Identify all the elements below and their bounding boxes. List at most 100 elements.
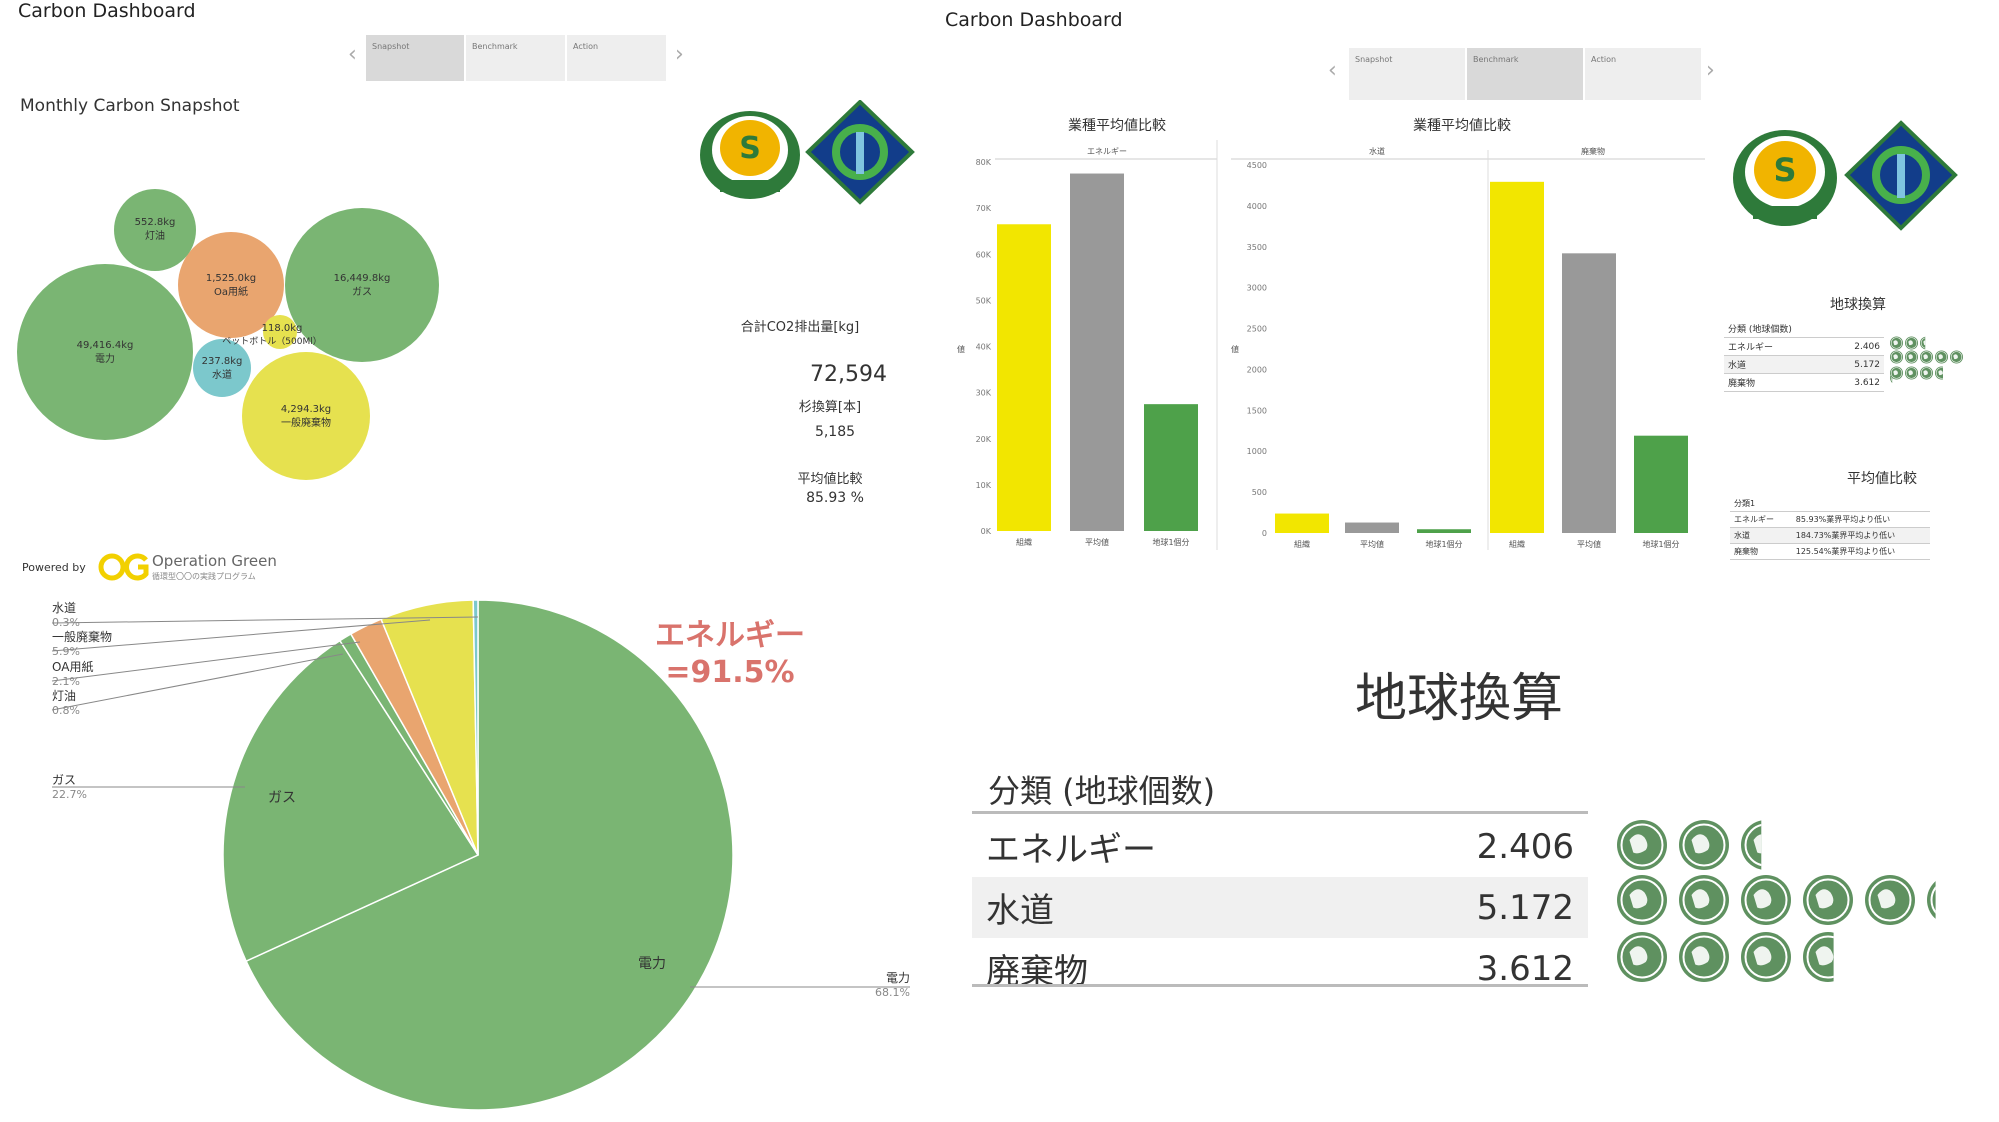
pie-slice xyxy=(472,599,479,856)
kpi-avg-value: 85.93 % xyxy=(806,490,864,506)
laurel-seal-icon: S xyxy=(1733,130,1837,226)
right-next-arrow-icon[interactable]: › xyxy=(1706,58,1715,83)
bubble-electricity xyxy=(17,264,193,440)
y-tick-label: 4500 xyxy=(1247,161,1267,170)
globe-icon xyxy=(1905,336,1918,350)
bubble-waste xyxy=(242,352,370,480)
bubble-pet-value: 118.0kg xyxy=(262,323,303,334)
pie-outer-labels: 水道 0.3% 一般廃棄物 5.9% OA用紙 2.1% 灯油 0.8% ガス … xyxy=(52,601,910,999)
small-earth-header: 分類 (地球個数) xyxy=(1724,320,1884,338)
y-tick-label: 2500 xyxy=(1247,325,1267,334)
bar-category-label: 組織 xyxy=(1294,539,1310,549)
globe-icon xyxy=(1890,336,1903,350)
bar-chart1-panel: エネルギー xyxy=(1087,147,1127,156)
table-row: エネルギー 85.93%業界平均より低い xyxy=(1730,511,1930,528)
big-earth-title: 地球換算 xyxy=(1355,669,1564,729)
diamond-seal-icon xyxy=(805,100,915,205)
right-prev-arrow-icon[interactable]: ‹ xyxy=(1328,58,1337,83)
pie-chart: 水道 0.3% 一般廃棄物 5.9% OA用紙 2.1% 灯油 0.8% ガス … xyxy=(51,599,910,1111)
bar xyxy=(1417,529,1471,533)
kpi-cedar-value: 5,185 xyxy=(814,424,856,440)
bubble-kerosene-label: 灯油 xyxy=(145,229,165,242)
left-next-arrow-icon[interactable]: › xyxy=(675,42,684,67)
small-avg-header: 分類1 xyxy=(1730,496,1930,512)
right-tab-snapshot[interactable]: Snapshot xyxy=(1349,48,1465,100)
globe-icon xyxy=(1920,366,1933,380)
bar-category-label: 地球1個分 xyxy=(1152,537,1189,547)
kpi-total-value: 72,594 xyxy=(810,362,887,387)
y-tick-label: 40K xyxy=(976,343,992,352)
left-prev-arrow-icon[interactable]: ‹ xyxy=(348,42,357,67)
pie-label-gas: ガス xyxy=(52,773,76,787)
bar-chart1-title: 業種平均値比較 xyxy=(1068,118,1166,134)
y-tick-label: 0 xyxy=(1262,529,1267,538)
left-tab-benchmark[interactable]: Benchmark xyxy=(466,35,565,81)
globe-icon xyxy=(1905,366,1918,380)
right-dashboard-title: Carbon Dashboard xyxy=(945,9,1123,31)
small-globe-grid xyxy=(1890,336,1963,383)
right-tab-action[interactable]: Action xyxy=(1585,48,1701,100)
globe-icon xyxy=(1890,350,1903,364)
y-tick-label: 3000 xyxy=(1247,284,1267,293)
right-logo-seals: S xyxy=(1733,120,1958,231)
bar-chart2-bars: 組織 平均値 地球1個分 組織 平均値 地球1個分 xyxy=(1275,181,1688,549)
bar xyxy=(1275,513,1329,533)
y-tick-label: 60K xyxy=(976,250,992,259)
table-row: 水道 184.73%業界平均より低い xyxy=(1730,527,1930,544)
pie-slices xyxy=(222,599,734,1111)
pie-leader-lines xyxy=(51,616,910,988)
globe-icon xyxy=(1920,350,1933,364)
pie-inner-electricity: 電力 xyxy=(638,956,666,972)
big-globe-grid xyxy=(1617,820,1936,982)
big-earth-table: エネルギー 2.406 水道 5.172 廃棄物 3.612 xyxy=(972,816,1588,999)
bar-category-label: 組織 xyxy=(1016,537,1032,547)
y-tick-label: 2000 xyxy=(1247,365,1267,374)
globe-icon xyxy=(1865,875,1915,925)
leader-waste xyxy=(51,619,431,652)
kpi-total-label: 合計CO2排出量[kg] xyxy=(740,320,860,335)
y-tick-label: 1000 xyxy=(1247,447,1267,456)
leader-water xyxy=(51,616,479,624)
globe-icon xyxy=(1617,875,1667,925)
y-tick-label: 30K xyxy=(976,389,992,398)
bubble-water-label: 水道 xyxy=(212,368,232,381)
y-tick-label: 80K xyxy=(976,158,992,167)
bar-chart2-ylabel: 値 xyxy=(1231,344,1239,354)
bubble-paper-label: Oa用紙 xyxy=(214,285,248,298)
powered-by-label: Powered by xyxy=(22,561,86,574)
globe-icon xyxy=(1803,932,1834,982)
globe-icon xyxy=(1617,820,1667,870)
pie-inner-gas: ガス xyxy=(268,790,296,806)
table-row: 廃棄物 3.612 xyxy=(1724,373,1884,392)
table-row: 水道 5.172 xyxy=(972,877,1588,938)
bubble-gas-label: ガス xyxy=(352,286,372,298)
pie-pct-electricity: 68.1% xyxy=(875,986,910,999)
bubble-pet-label: ペットボトル（500Ml） xyxy=(222,336,321,347)
pie-label-electricity: 電力 xyxy=(886,971,910,985)
bubble-pet xyxy=(263,315,297,349)
y-tick-label: 3500 xyxy=(1247,243,1267,252)
globe-icon xyxy=(1927,881,1936,919)
leader-paper xyxy=(51,641,361,682)
pie-label-waste: 一般廃棄物 xyxy=(52,629,112,644)
right-tab-benchmark[interactable]: Benchmark xyxy=(1467,48,1583,100)
pie-label-paper: OA用紙 xyxy=(52,659,93,674)
bar-category-label: 地球1個分 xyxy=(1425,539,1462,549)
bubble-paper xyxy=(178,232,284,338)
left-tab-snapshot[interactable]: Snapshot xyxy=(366,35,464,81)
globe-icon xyxy=(1935,350,1948,364)
bubble-kerosene xyxy=(114,189,196,271)
benchmark-bar-charts: 業種平均値比較 業種平均値比較 エネルギー 水道 廃棄物 値 値 組織 平均値 地球… xyxy=(957,118,1705,550)
pie-pct-water: 0.3% xyxy=(52,616,80,629)
small-earth-table: 分類 (地球個数) エネルギー 2.406 水道 5.172 廃棄物 3.612 xyxy=(1724,320,1884,392)
globe-icon xyxy=(1741,932,1791,982)
globe-icon xyxy=(1905,350,1918,364)
left-tab-action[interactable]: Action xyxy=(567,35,666,81)
bar xyxy=(1070,173,1124,531)
bubble-paper-value: 1,525.0kg xyxy=(206,273,256,284)
y-tick-label: 0K xyxy=(981,527,992,536)
big-earth-bottom-divider xyxy=(972,984,1588,987)
left-logo-seals: S xyxy=(700,100,915,205)
globe-icon xyxy=(1803,875,1853,925)
diamond-seal-icon xyxy=(1844,120,1958,231)
